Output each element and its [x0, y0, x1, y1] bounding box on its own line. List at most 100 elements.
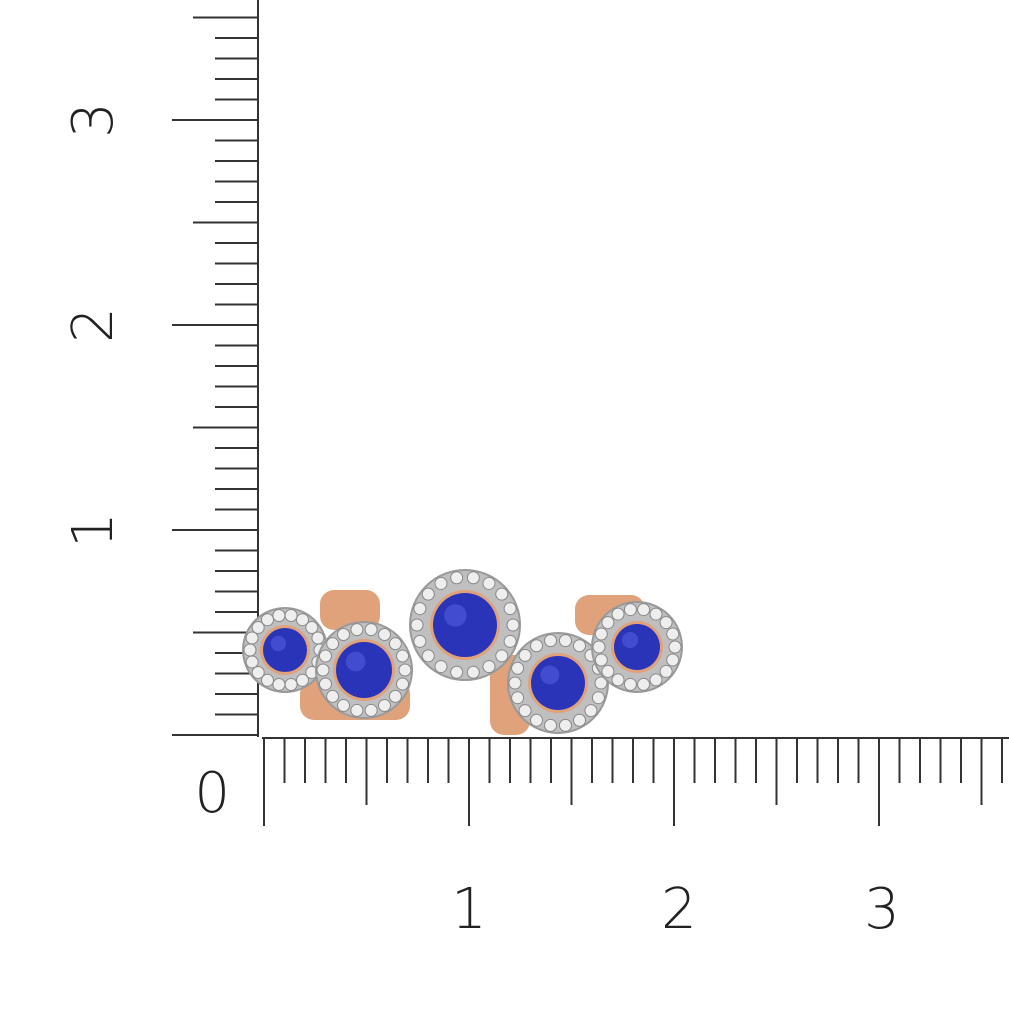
diamond: [318, 677, 332, 691]
stone-highlight: [622, 632, 639, 649]
diamond: [316, 663, 330, 677]
diamond: [530, 639, 543, 653]
diamond: [466, 571, 480, 585]
diamond: [594, 676, 608, 690]
diamond: [623, 603, 637, 617]
diamond: [251, 665, 265, 679]
diamond: [511, 691, 525, 705]
diamond: [558, 718, 572, 732]
diamond: [311, 631, 325, 645]
diamond: [573, 639, 586, 653]
diamond: [518, 704, 532, 718]
diamond: [296, 613, 309, 627]
vertical-label-3: 3: [61, 102, 126, 138]
diamond: [601, 664, 615, 678]
diamond: [272, 609, 286, 623]
horizontal-label-2: 2: [661, 877, 697, 942]
diamond: [601, 616, 615, 630]
diamond: [272, 677, 286, 691]
diamond: [592, 640, 606, 654]
diamond: [591, 691, 605, 705]
diamond: [518, 648, 532, 662]
diamond: [659, 664, 673, 678]
horizontal-label-1: 1: [451, 877, 487, 942]
diamond: [364, 703, 378, 717]
gold-band: [320, 590, 380, 630]
horizontal-label-3: 3: [864, 877, 900, 942]
diamond: [649, 607, 663, 621]
diamond: [666, 653, 680, 667]
diamond: [503, 602, 517, 616]
diamond: [503, 634, 517, 648]
diamond: [396, 649, 410, 663]
diamond: [396, 677, 410, 691]
diamond: [659, 616, 673, 630]
diamond: [495, 649, 509, 663]
diamond: [337, 627, 350, 641]
diamond: [506, 618, 520, 632]
diamond: [326, 689, 340, 703]
sapphire-stone: [263, 628, 307, 672]
diamond: [511, 661, 525, 675]
diamond: [482, 660, 496, 674]
diamond: [284, 609, 298, 623]
sapphire-stone: [433, 593, 497, 657]
diamond: [594, 653, 608, 667]
diamond: [296, 673, 309, 687]
diamond: [584, 704, 598, 718]
stone-highlight: [345, 651, 366, 672]
sapphire-stone: [614, 624, 660, 670]
diamond: [611, 673, 625, 687]
diamond: [350, 703, 364, 717]
diamond: [668, 640, 682, 654]
diamond: [388, 689, 402, 703]
diamond: [649, 673, 663, 687]
diamond: [350, 623, 364, 637]
diamond: [558, 634, 572, 648]
diamond: [573, 713, 586, 727]
diamond: [530, 713, 543, 727]
diamond: [544, 718, 558, 732]
diamond: [434, 576, 448, 590]
diamond: [544, 634, 558, 648]
diamond: [623, 677, 637, 691]
diamond: [450, 665, 464, 679]
diamond: [305, 621, 319, 635]
diamond: [261, 613, 274, 627]
vertical-label-1: 1: [61, 512, 126, 548]
diamond: [611, 607, 625, 621]
diamond: [666, 627, 680, 641]
diamond: [482, 576, 496, 590]
diamond: [637, 603, 651, 617]
diamond: [413, 634, 427, 648]
diamond: [364, 623, 378, 637]
diamond: [245, 655, 259, 669]
stone-highlight: [444, 604, 467, 627]
vertical-label-2: 2: [61, 307, 126, 343]
diamond: [508, 676, 522, 690]
diamond: [388, 637, 402, 651]
diamond: [421, 649, 435, 663]
origin-label: 0: [194, 761, 230, 826]
diamond: [594, 627, 608, 641]
diamond: [318, 649, 332, 663]
diamond: [261, 673, 274, 687]
stone-highlight: [540, 665, 560, 685]
stone-highlight: [270, 635, 287, 652]
diamond: [378, 627, 391, 641]
diamond: [398, 663, 412, 677]
diamond: [413, 602, 427, 616]
ring-illustration: [242, 569, 683, 735]
diamond: [466, 665, 480, 679]
diamond: [421, 587, 435, 601]
diamond: [284, 677, 298, 691]
diamond: [637, 677, 651, 691]
diamond: [245, 631, 259, 645]
diamond: [378, 699, 391, 713]
diamond: [326, 637, 340, 651]
sapphire-stone: [336, 642, 392, 698]
diamond: [243, 643, 257, 657]
sapphire-stone: [531, 656, 585, 710]
